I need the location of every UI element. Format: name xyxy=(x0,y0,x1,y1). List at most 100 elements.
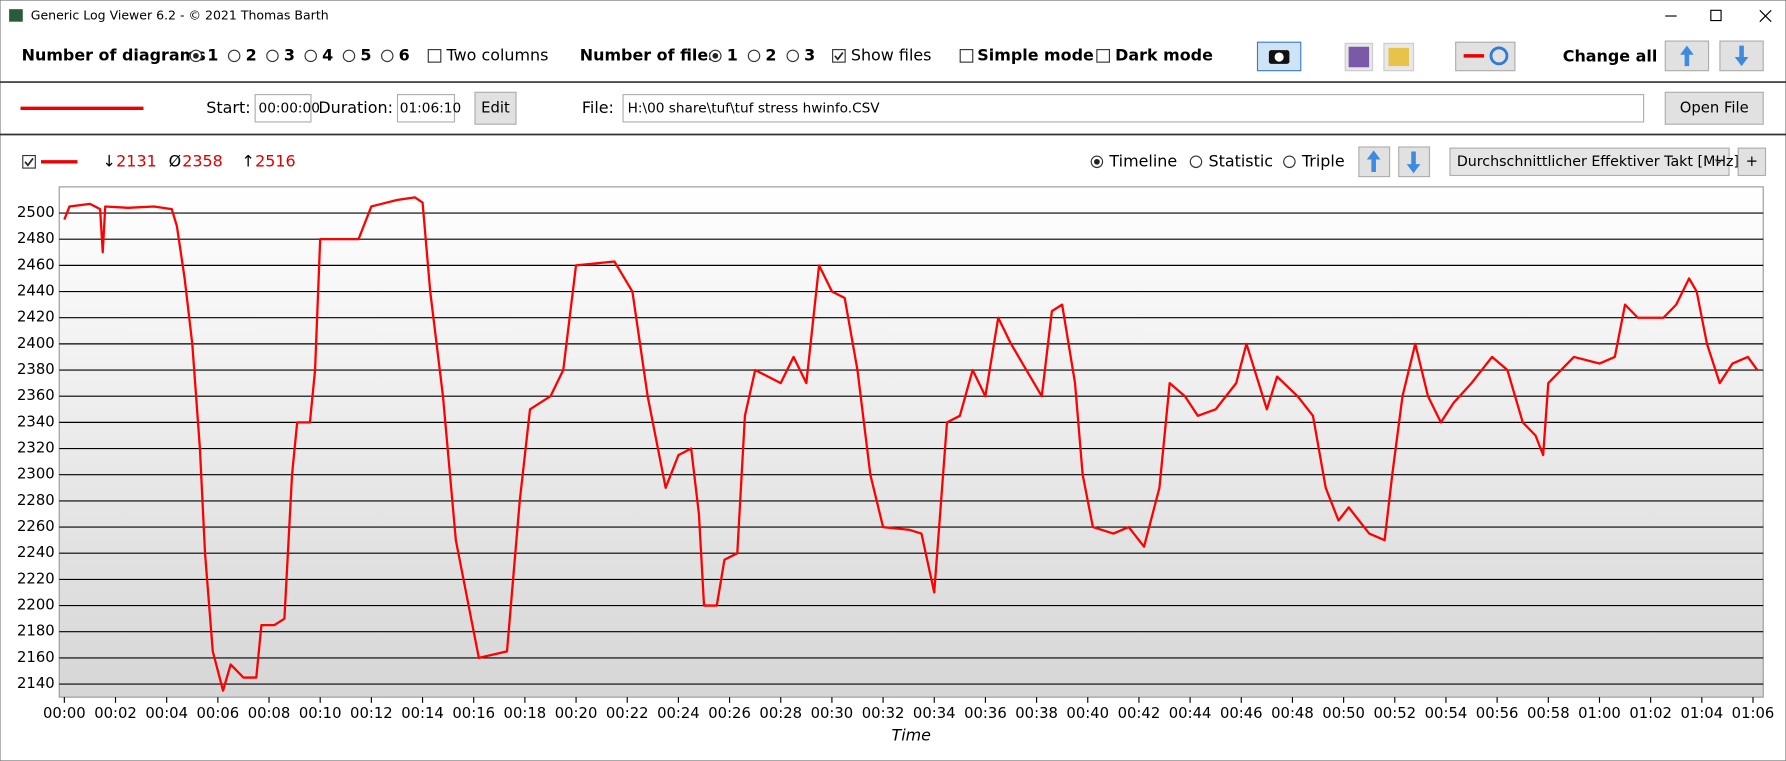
x-tick-label: 00:00 xyxy=(43,705,86,722)
up-icon xyxy=(1366,150,1381,173)
down-icon xyxy=(1734,45,1749,67)
x-tick-label: 00:50 xyxy=(1322,705,1365,722)
x-tick-label: 00:18 xyxy=(504,705,547,722)
check-mark xyxy=(834,51,844,61)
x-tick-label: 00:14 xyxy=(401,705,444,722)
radio-button[interactable] xyxy=(1189,155,1203,169)
y-tick-label: 2280 xyxy=(17,492,55,509)
radio-button[interactable] xyxy=(342,49,356,63)
radio-label: 1 xyxy=(207,45,218,64)
x-tick-label: 00:08 xyxy=(248,705,291,722)
x-axis-label: Time xyxy=(891,725,931,744)
x-tick-label: 00:32 xyxy=(862,705,905,722)
input-value: 00:00:00 xyxy=(259,100,320,116)
label: File: xyxy=(582,98,614,117)
checkbox[interactable] xyxy=(22,154,36,169)
radio-button[interactable] xyxy=(266,49,279,63)
y-tick-label: 2140 xyxy=(17,675,55,692)
y-tick-label: 2460 xyxy=(17,256,55,273)
x-tick-label: 00:28 xyxy=(759,705,802,722)
y-tick-label: 2220 xyxy=(17,570,55,587)
input-value: 01:06:10 xyxy=(400,100,461,116)
label: Number of diagrams xyxy=(22,45,206,64)
checkbox-label: Dark mode xyxy=(1115,45,1213,64)
edit-button[interactable] xyxy=(474,91,517,125)
x-tick-label: 01:06 xyxy=(1732,705,1775,722)
duration-input[interactable] xyxy=(396,94,456,123)
x-tick-label: 00:46 xyxy=(1220,705,1263,722)
folder-icon xyxy=(1388,47,1409,67)
channel-select[interactable] xyxy=(1449,147,1730,177)
button-label: Open File xyxy=(1680,99,1749,116)
checkbox-label: Show files xyxy=(851,45,932,64)
checkbox[interactable] xyxy=(427,49,442,63)
radio-button[interactable] xyxy=(747,49,761,63)
radio-button[interactable] xyxy=(304,49,317,63)
open-file-button[interactable] xyxy=(1664,91,1764,125)
check-mark xyxy=(24,157,34,167)
radio-button[interactable] xyxy=(381,49,394,63)
x-tick-label: 01:00 xyxy=(1578,705,1621,722)
radio-label: 6 xyxy=(399,45,410,64)
label: Start: xyxy=(206,98,250,117)
input-value: H:\00 share\tuf\tuf stress hwinfo.CSV xyxy=(628,100,881,116)
maximize[interactable] xyxy=(1710,9,1722,22)
button-label: Edit xyxy=(481,99,510,116)
y-tick-label: 2200 xyxy=(17,597,55,614)
stat-value: 2131 xyxy=(116,151,157,170)
x-tick-label: 00:34 xyxy=(913,705,956,722)
x-tick-label: 00:44 xyxy=(1169,705,1212,722)
add-button[interactable] xyxy=(1737,147,1767,177)
radio-dot xyxy=(193,53,199,59)
app-icon xyxy=(9,9,23,22)
x-tick-label: 00:48 xyxy=(1271,705,1314,722)
x-tick-label: 00:04 xyxy=(145,705,188,722)
checkbox[interactable] xyxy=(1096,49,1110,63)
dropdown-arrow xyxy=(1714,159,1723,164)
y-tick-label: 2500 xyxy=(17,204,55,221)
start-input[interactable] xyxy=(254,94,312,123)
checkbox[interactable] xyxy=(959,49,974,63)
camera-lens xyxy=(1274,52,1284,62)
y-tick-label: 2320 xyxy=(17,440,55,457)
up-icon xyxy=(1680,45,1694,67)
close[interactable] xyxy=(1759,9,1772,23)
x-tick-label: 00:06 xyxy=(197,705,240,722)
x-tick-label: 00:38 xyxy=(1015,705,1058,722)
x-tick-label: 00:12 xyxy=(350,705,393,722)
y-tick-label: 2300 xyxy=(17,466,55,483)
x-tick-label: 00:30 xyxy=(811,705,854,722)
button-label: + xyxy=(1746,153,1758,170)
data-line xyxy=(63,196,1759,692)
radio-dot xyxy=(712,53,719,59)
x-tick-label: 00:22 xyxy=(606,705,649,722)
x-tick-label: 00:42 xyxy=(1118,705,1161,722)
radio-dot xyxy=(1094,158,1100,165)
file-input[interactable] xyxy=(622,94,1645,123)
y-tick-label: 2380 xyxy=(17,361,55,378)
checkbox-label: Simple mode xyxy=(977,45,1094,64)
y-tick-label: 2480 xyxy=(17,230,55,247)
radio-button[interactable] xyxy=(786,49,800,63)
radio-button[interactable] xyxy=(1283,155,1296,169)
label: Number of files xyxy=(580,45,718,64)
x-tick-label: 00:56 xyxy=(1476,705,1519,722)
stat-symbol: ↑ xyxy=(241,151,254,170)
x-tick-label: 00:58 xyxy=(1527,705,1570,722)
x-tick-label: 00:16 xyxy=(452,705,495,722)
down-icon xyxy=(1406,151,1421,174)
stat-value: 2358 xyxy=(182,151,223,170)
radio-label: 5 xyxy=(360,45,371,64)
x-tick-label: 00:36 xyxy=(964,705,1007,722)
radio-button[interactable] xyxy=(227,49,241,63)
x-tick-label: 00:52 xyxy=(1373,705,1416,722)
y-tick-label: 2420 xyxy=(17,309,55,326)
x-tick-label: 00:20 xyxy=(555,705,598,722)
x-tick-label: 01:02 xyxy=(1629,705,1672,722)
save-icon xyxy=(1348,46,1370,68)
x-tick-label: 00:02 xyxy=(94,705,137,722)
radio-label: 2 xyxy=(765,45,776,64)
checkbox[interactable] xyxy=(832,49,846,63)
